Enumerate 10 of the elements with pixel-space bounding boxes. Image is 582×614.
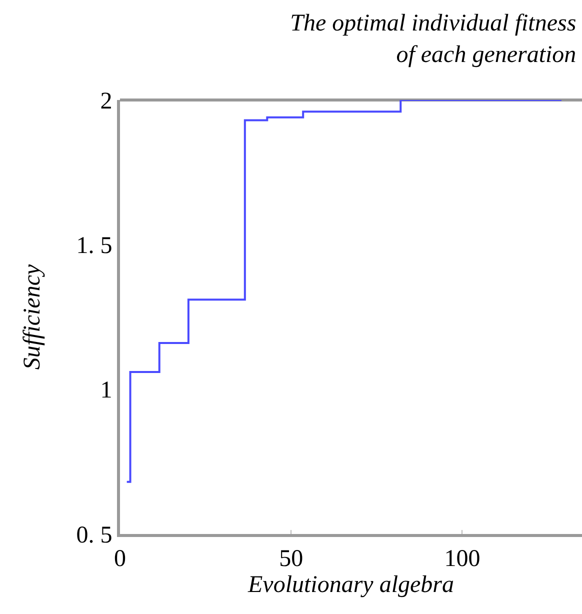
x-tick-label: 100 (444, 546, 480, 572)
y-axis-title: Sufficiency (19, 264, 46, 370)
x-axis-title: Evolutionary algebra (247, 572, 454, 598)
y-tick-label: 2 (100, 88, 112, 114)
y-tick-label: 1. 5 (76, 233, 112, 260)
x-tick-label: 0 (114, 546, 126, 572)
y-tick-label: 0. 5 (76, 522, 112, 548)
chart-title: The optimal individual fitness of each generation (290, 10, 576, 68)
y-tick-label: 1 (100, 378, 112, 404)
x-tick-label: 50 (279, 546, 304, 572)
